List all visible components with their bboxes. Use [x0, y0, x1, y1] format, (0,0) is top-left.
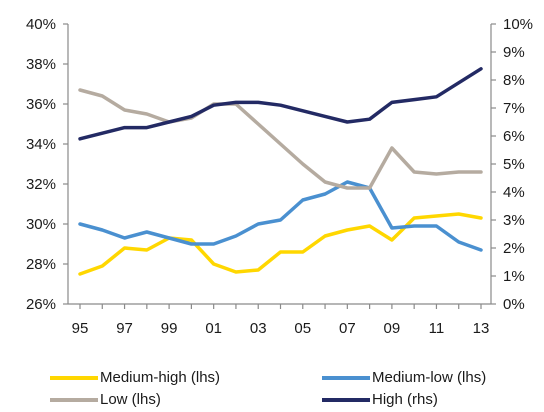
x-axis-ticks: 95 97 99 01 03 05 07 09 11 13: [72, 304, 490, 337]
x-tick-label: 95: [72, 320, 89, 337]
left-tick-label: 26%: [26, 296, 56, 313]
left-tick-label: 30%: [26, 216, 56, 233]
legend-swatch-low: [50, 397, 98, 402]
right-tick-label: 4%: [503, 184, 525, 201]
x-tick-label: 09: [384, 320, 401, 337]
series-line-medium-high: [78, 212, 483, 276]
x-tick-label: 11: [429, 320, 445, 337]
legend-swatch-high: [322, 397, 370, 402]
right-tick-label: 9%: [503, 44, 525, 61]
legend-label-high: High (rhs): [372, 391, 438, 408]
legend: Medium-high (lhs) Medium-low (lhs) Low (…: [0, 364, 544, 412]
right-tick-label: 3%: [503, 212, 525, 229]
left-tick-label: 36%: [26, 96, 56, 113]
legend-item-medium-low: Medium-low (lhs): [322, 369, 486, 386]
legend-swatch-medium-low: [322, 375, 370, 380]
series-line-medium-low: [78, 180, 483, 252]
x-tick-label: 01: [205, 320, 222, 337]
right-tick-label: 2%: [503, 240, 525, 257]
series-line-low: [78, 88, 483, 190]
left-tick-label: 38%: [26, 56, 56, 73]
series-lines: [78, 67, 483, 276]
right-tick-label: 8%: [503, 72, 525, 89]
right-axis-ticks: 0% 1% 2% 3% 4% 5% 6% 7% 8% 9% 10%: [491, 16, 533, 313]
right-tick-label: 10%: [503, 16, 533, 33]
x-tick-label: 07: [339, 320, 356, 337]
left-tick-label: 40%: [26, 16, 56, 33]
line-chart: 26% 28% 30% 32% 34% 36% 38% 40% 0% 1% 2% 3% 4% 5% 6% 7…: [26, 16, 533, 337]
left-axis-ticks: 26% 28% 30% 32% 34% 36% 38% 40%: [26, 16, 68, 313]
right-tick-label: 0%: [503, 296, 525, 313]
legend-label-medium-low: Medium-low (lhs): [372, 369, 487, 386]
x-tick-label: 13: [473, 320, 490, 337]
right-tick-label: 5%: [503, 156, 525, 173]
legend-label-low: Low (lhs): [100, 391, 161, 408]
x-tick-label: 99: [161, 320, 178, 337]
legend-label-medium-high: Medium-high (lhs): [100, 369, 221, 386]
legend-item-medium-high: Medium-high (lhs): [50, 369, 220, 386]
legend-item-low: Low (lhs): [50, 391, 161, 408]
left-tick-label: 34%: [26, 136, 56, 153]
right-tick-label: 7%: [503, 100, 525, 117]
left-tick-label: 32%: [26, 176, 56, 193]
right-tick-label: 1%: [503, 268, 525, 285]
legend-item-high: High (rhs): [322, 391, 438, 408]
x-tick-label: 03: [250, 320, 267, 337]
x-tick-label: 05: [294, 320, 311, 337]
right-tick-label: 6%: [503, 128, 525, 145]
left-tick-label: 28%: [26, 256, 56, 273]
legend-swatch-medium-high: [50, 375, 98, 380]
x-tick-label: 97: [116, 320, 133, 337]
series-line-high: [78, 67, 483, 141]
